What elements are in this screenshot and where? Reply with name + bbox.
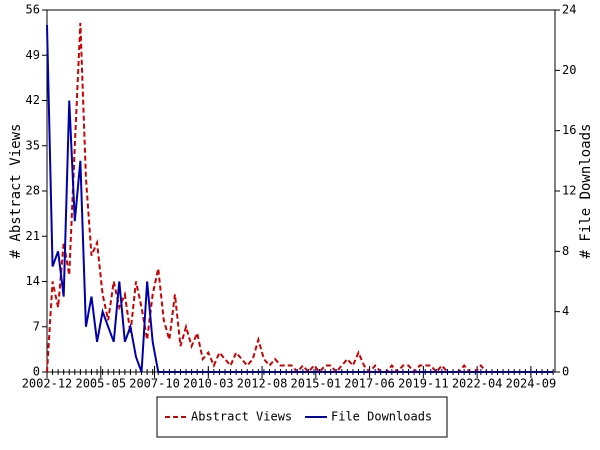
- x-tick-label: 2012-08: [237, 377, 288, 391]
- y2-tick-label: 12: [562, 184, 576, 198]
- y-tick-label: 35: [26, 138, 40, 152]
- y-tick-label: 56: [26, 3, 40, 17]
- legend-label: Abstract Views: [191, 410, 292, 424]
- y2-tick-label: 8: [562, 244, 569, 258]
- x-tick-label: 2015-01: [291, 377, 342, 391]
- legend-label: File Downloads: [331, 410, 432, 424]
- y2-tick-label: 24: [562, 3, 576, 17]
- legend-box: [156, 396, 448, 438]
- x-tick-label: 2005-05: [75, 377, 126, 391]
- y2-tick-label: 0: [562, 365, 569, 379]
- y-tick-label: 49: [26, 48, 40, 62]
- y2-tick-label: 20: [562, 63, 576, 77]
- series-line: [46, 22, 554, 374]
- y2-tick-label: 16: [562, 123, 576, 137]
- x-tick-label: 2022-04: [452, 377, 503, 391]
- y-tick-label: 28: [26, 184, 40, 198]
- y-tick-label: 42: [26, 93, 40, 107]
- x-tick-label: 2024-09: [506, 377, 557, 391]
- x-tick-label: 2017-06: [344, 377, 395, 391]
- y-axis-label: # Abstract Views: [8, 124, 24, 259]
- y2-axis-label: # File Downloads: [578, 124, 594, 259]
- x-tick-label: 2007-10: [129, 377, 180, 391]
- y-tick-label: 7: [33, 319, 40, 333]
- series-line: [46, 25, 554, 373]
- x-tick-label: 2002-12: [22, 377, 73, 391]
- y-tick-label: 0: [33, 365, 40, 379]
- y-tick-label: 21: [26, 229, 40, 243]
- y2-tick-label: 4: [562, 304, 569, 318]
- x-tick-label: 2019-11: [398, 377, 449, 391]
- y-tick-label: 14: [26, 274, 40, 288]
- x-tick-label: 2010-03: [183, 377, 234, 391]
